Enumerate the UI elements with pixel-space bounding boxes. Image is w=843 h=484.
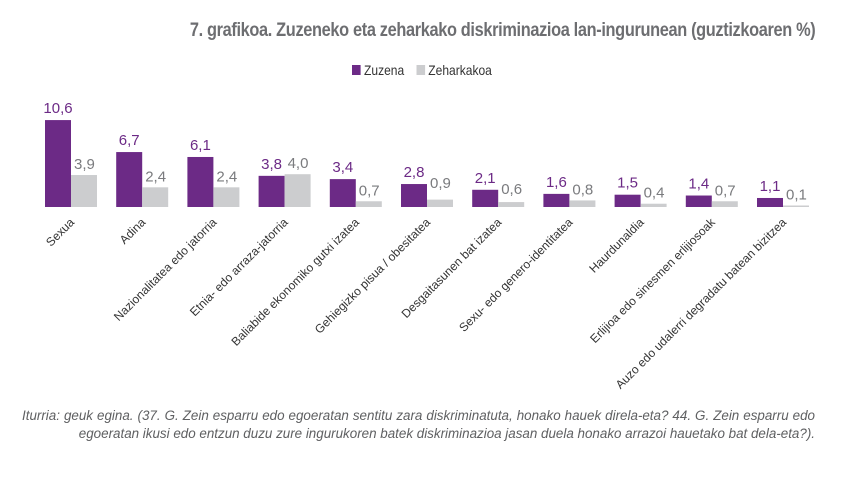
value-label-zeharkakoa-adina: 2,4 (145, 168, 166, 185)
category-label-sexua: Sexua (43, 215, 77, 249)
bar-zeharkakoa-adina (142, 187, 169, 207)
source-caption: Iturria: geuk egina. (37. G. Zein esparr… (22, 408, 815, 441)
bar-zeharkakoa-sexu-edo-genero-identitatea (569, 200, 596, 207)
bar-zuzena-sexu-edo-genero-identitatea (543, 193, 570, 207)
bars-group (45, 120, 809, 207)
value-label-zuzena-nazionalitatea-edo-jatorria: 6,1 (190, 137, 211, 154)
bar-zuzena-etnia-edo-arraza-jatorria (258, 175, 285, 207)
bar-zuzena-erlijioa-edo-sinesmen-erlijiosoak (685, 195, 712, 207)
value-label-zuzena-haurdunaldia: 1,5 (617, 175, 638, 192)
legend: Zuzena Zeharkakoa (352, 62, 504, 78)
value-label-zuzena-sexu-edo-genero-identitatea: 1,6 (546, 174, 567, 191)
value-label-zeharkakoa-auzo-edo-udalerri-degradatu-batean-bizitzea: 0,1 (786, 187, 807, 204)
category-label-erlijioa-edo-sinesmen-erlijiosoak: Erlijioa edo sinesmen erlijiosoak (587, 215, 718, 346)
category-label-sexu-edo-genero-identitatea: Sexu- edo genero-identitatea (456, 215, 576, 335)
bar-zuzena-adina (116, 152, 143, 207)
value-label-zeharkakoa-baliabide-ekonomiko-gutxi-izatea: 0,7 (359, 182, 380, 199)
value-label-zeharkakoa-sexua: 3,9 (74, 156, 95, 173)
bar-zeharkakoa-auzo-edo-udalerri-degradatu-batean-bizitzea (783, 205, 809, 207)
value-label-zeharkakoa-sexu-edo-genero-identitatea: 0,8 (572, 181, 593, 198)
bar-zuzena-sexua (45, 120, 71, 207)
bar-zeharkakoa-sexua (71, 175, 97, 207)
value-label-zeharkakoa-nazionalitatea-edo-jatorria: 2,4 (216, 168, 237, 185)
value-label-zeharkakoa-desgaitasunen-bat-izatea: 0,6 (501, 181, 522, 198)
bar-zuzena-gehiegizko-pisua-obesitatea (401, 184, 427, 207)
legend-item-zuzena: Zuzena (352, 62, 404, 78)
category-label-haurdunaldia: Haurdunaldia (586, 215, 647, 276)
bar-zeharkakoa-baliabide-ekonomiko-gutxi-izatea (355, 201, 382, 207)
value-label-zeharkakoa-haurdunaldia: 0,4 (644, 185, 665, 202)
bar-zeharkakoa-erlijioa-edo-sinesmen-erlijiosoak (711, 201, 738, 207)
bar-zuzena-auzo-edo-udalerri-degradatu-batean-bizitzea (757, 197, 783, 207)
value-label-zuzena-gehiegizko-pisua-obesitatea: 2,8 (404, 164, 425, 181)
value-label-zuzena-etnia-edo-arraza-jatorria: 3,8 (261, 156, 282, 173)
bar-zeharkakoa-desgaitasunen-bat-izatea (498, 202, 525, 207)
value-label-zuzena-erlijioa-edo-sinesmen-erlijiosoak: 1,4 (688, 176, 709, 193)
category-label-adina: Adina (117, 215, 149, 247)
bar-zeharkakoa-gehiegizko-pisua-obesitatea (427, 199, 453, 207)
legend-label-zeharkakoa: Zeharkakoa (428, 62, 492, 78)
value-labels-group: 10,6 3,9 6,7 2,4 6,1 2,4 3,8 4,0 3,4 0,7 2,8 0,9 2,1… (43, 100, 806, 203)
legend-swatch-zeharkakoa (416, 65, 425, 75)
legend-label-zuzena: Zuzena (364, 62, 405, 78)
value-label-zuzena-baliabide-ekonomiko-gutxi-izatea: 3,4 (332, 159, 353, 176)
value-label-zeharkakoa-etnia-edo-arraza-jatorria: 4,0 (288, 155, 309, 172)
bar-zeharkakoa-etnia-edo-arraza-jatorria (284, 174, 311, 207)
category-label-baliabide-ekonomiko-gutxi-izatea: Baliabide ekonomiko gutxi izatea (228, 215, 362, 349)
bar-zeharkakoa-haurdunaldia (640, 203, 667, 207)
value-label-zuzena-auzo-edo-udalerri-degradatu-batean-bizitzea: 1,1 (760, 178, 781, 195)
bar-zuzena-nazionalitatea-edo-jatorria (187, 156, 214, 207)
bar-zuzena-baliabide-ekonomiko-gutxi-izatea (329, 179, 356, 207)
value-label-zuzena-adina: 6,7 (119, 132, 140, 149)
legend-swatch-zuzena (352, 65, 361, 75)
chart-title: 7. grafikoa. Zuzeneko eta zeharkako disk… (189, 20, 815, 41)
value-label-zuzena-sexua: 10,6 (43, 100, 72, 117)
value-label-zeharkakoa-gehiegizko-pisua-obesitatea: 0,9 (430, 175, 451, 192)
category-label-gehiegizko-pisua-obesitatea: Gehiegizko pisua / obesitatea (312, 215, 433, 336)
value-label-zeharkakoa-erlijioa-edo-sinesmen-erlijiosoak: 0,7 (715, 182, 736, 199)
bar-zeharkakoa-nazionalitatea-edo-jatorria (213, 187, 240, 207)
bar-zuzena-desgaitasunen-bat-izatea (472, 189, 499, 207)
value-label-zuzena-desgaitasunen-bat-izatea: 2,1 (475, 170, 496, 187)
bar-zuzena-haurdunaldia (614, 194, 641, 207)
legend-item-zeharkakoa: Zeharkakoa (416, 62, 492, 78)
bar-chart: 10,6 3,9 6,7 2,4 6,1 2,4 3,8 4,0 3,4 0,7 2,8 0,9 2,1… (43, 100, 809, 392)
